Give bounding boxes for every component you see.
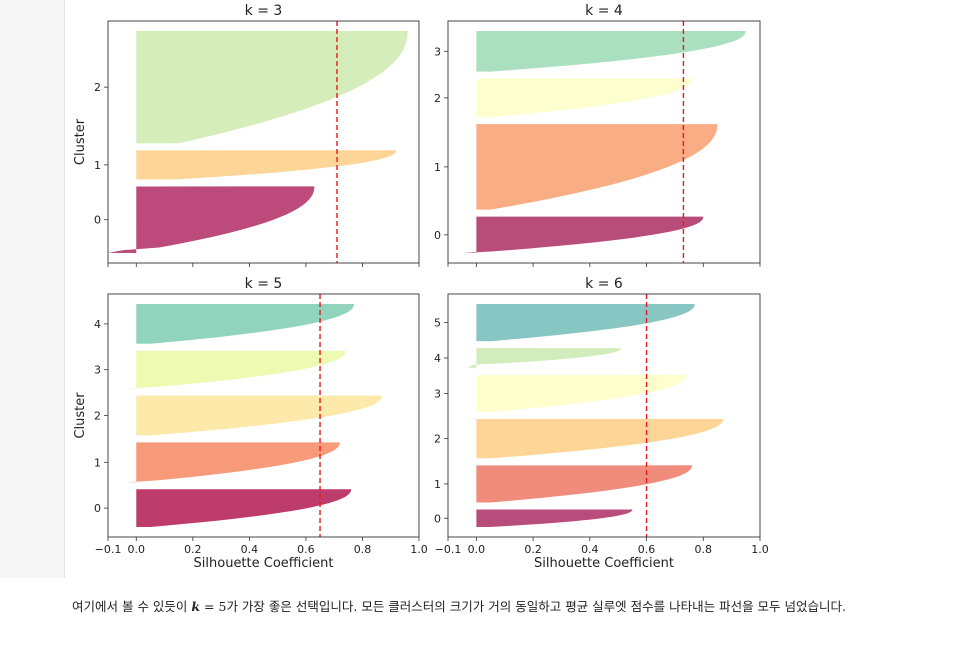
silhouette-cluster-3 [476,374,687,412]
silhouette-cluster-2 [476,78,692,118]
silhouette-cluster-5 [476,304,695,342]
x-tick-label: 0.4 [241,543,259,556]
y-tick-label-3: 3 [434,45,441,58]
silhouette-cluster-2 [136,395,383,436]
y-tick-label-5: 5 [434,317,441,330]
x-tick-label: 0.0 [128,543,146,556]
panel-k4: 0 1 2 3 k = 4 [434,3,761,267]
panel-title: k = 3 [245,3,283,19]
silhouette-cluster-3 [476,31,746,72]
panel-k3: 0 1 2 k = 3 Cluster [73,3,420,267]
silhouette-cluster-3 [122,350,346,389]
silhouette-cluster-2 [476,419,724,459]
panel-title: k = 4 [585,3,623,19]
x-tick-label: 0.6 [638,543,656,556]
x-tick-label: 0.4 [581,543,599,556]
x-axis-label: Silhouette Coefficient [534,556,674,571]
axes-frame [447,293,761,538]
panel-title: k = 5 [245,276,283,292]
silhouette-cluster-1 [476,465,692,503]
panel-k5: 0 1 2 3 4 −0.1 0.0 0.2 0.4 0.6 0.8 1.0 k = 5 Cluster S… [73,276,428,571]
y-tick-label-4: 4 [94,318,101,331]
y-tick-label-2: 2 [94,81,101,94]
axes-frame [447,20,761,264]
silhouette-cluster-0 [136,489,352,527]
y-tick-label-0: 0 [94,214,101,227]
x-tick-label: 0.8 [695,543,713,556]
axes-frame [107,20,420,264]
x-tick-label: 0.2 [184,543,202,556]
x-tick-label: 0.0 [468,543,486,556]
caption-five: 5 [218,599,227,614]
x-tick-label: 0.6 [297,543,315,556]
notebook-gutter [0,0,65,578]
y-tick-label-2: 2 [434,433,441,446]
axes-frame [107,293,420,538]
x-tick-label: 0.2 [524,543,542,556]
panel-k6: 0 1 2 3 4 5 −0.1 0.0 0.2 0.4 0.6 0.8 1.0 k = 6 Silhoue… [434,276,769,571]
y-tick-label-3: 3 [94,364,101,377]
x-tick-label: −0.1 [95,543,122,556]
silhouette-cluster-1 [127,442,340,483]
panel-title: k = 6 [585,276,623,292]
x-tick-label: 1.0 [751,543,769,556]
x-tick-label: 0.8 [354,543,372,556]
y-tick-label-0: 0 [434,229,441,242]
silhouette-cluster-4 [467,348,621,368]
caption-before: 여기에서 볼 수 있듯이 [72,599,192,614]
y-axis-label: Cluster [73,392,88,439]
y-axis-label: Cluster [73,118,88,165]
silhouette-cluster-1 [476,124,718,210]
y-tick-label-2: 2 [434,92,441,105]
silhouette-cluster-0 [462,216,704,253]
caption-text: 여기에서 볼 수 있듯이 k = 5가 가장 좋은 선택입니다. 모든 클러스터… [72,596,932,615]
y-tick-label-2: 2 [94,410,101,423]
x-tick-label: −0.1 [435,543,462,556]
silhouette-cluster-0 [476,509,633,527]
y-tick-label-3: 3 [434,387,441,400]
caption-after: 가 가장 좋은 선택입니다. 모든 클러스터의 크기가 거의 동일하고 평균 실… [226,599,847,614]
y-tick-label-1: 1 [434,161,441,174]
x-tick-label: 1.0 [410,543,428,556]
silhouette-cluster-4 [136,304,354,344]
y-tick-label-1: 1 [94,159,101,172]
y-tick-label-0: 0 [434,512,441,525]
y-tick-label-4: 4 [434,352,441,365]
y-tick-label-1: 1 [94,456,101,469]
caption-k: k [191,599,201,614]
x-axis-label: Silhouette Coefficient [194,556,334,571]
silhouette-cluster-2 [136,31,408,144]
silhouette-cluster-0 [108,186,315,253]
y-tick-label-0: 0 [94,502,101,515]
y-tick-label-1: 1 [434,478,441,491]
caption-eq: = [200,599,219,614]
silhouette-cluster-1 [136,150,397,180]
